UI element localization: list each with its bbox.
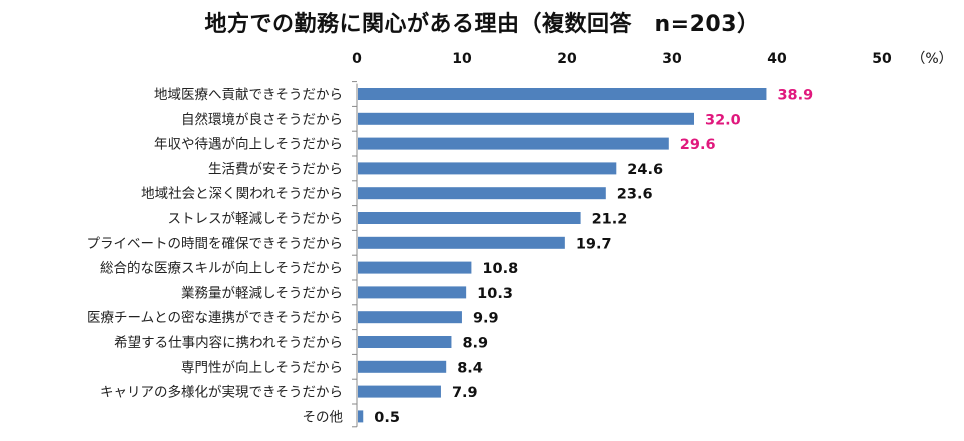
bar-value-label: 19.7 (576, 236, 612, 252)
bar-value-label: 8.4 (457, 360, 483, 376)
category-label: 専門性が向上しそうだから (181, 360, 343, 376)
chart-title: 地方での勤務に関心がある理由（複数回答 n=203） (204, 12, 760, 37)
bar (358, 410, 364, 423)
bar (358, 88, 767, 100)
bar (358, 162, 617, 175)
category-label: 年収や待遇が向上しそうだから (154, 137, 343, 153)
bar (358, 311, 462, 324)
category-label: 生活費が安そうだから (208, 161, 343, 177)
bar (358, 261, 472, 274)
x-tick-label: 10 (452, 51, 472, 67)
x-tick-label: 20 (557, 51, 577, 67)
bar (358, 385, 441, 398)
category-label: 地域社会と深く関われそうだから (141, 186, 343, 202)
bar (358, 236, 565, 249)
bar-value-label: 8.9 (462, 336, 488, 352)
category-label: キャリアの多様化が実現できそうだから (100, 384, 343, 401)
category-label: ストレスが軽減しそうだから (168, 210, 344, 227)
bar-value-label: 21.2 (592, 212, 628, 228)
bar-value-label: 29.6 (680, 137, 716, 153)
category-label: 地域医療へ貢献できそうだから (154, 86, 343, 103)
x-tick-label: 0 (352, 51, 362, 67)
bar (358, 137, 669, 150)
bar-value-label: 7.9 (452, 385, 478, 401)
bar (358, 360, 447, 373)
category-label: 総合的な医療スキルが向上しそうだから (100, 260, 343, 277)
category-label: 希望する仕事内容に携われそうだから (114, 334, 343, 351)
bar (358, 187, 606, 200)
unit-label: （%） (911, 51, 952, 67)
bar-value-label: 10.3 (477, 286, 513, 302)
bar (358, 112, 694, 125)
bar-value-label: 9.9 (473, 311, 499, 327)
bar-value-label: 23.6 (617, 187, 653, 203)
x-tick-label: 30 (662, 51, 682, 67)
bar-value-label: 38.9 (777, 88, 813, 104)
bar-value-label: 24.6 (627, 162, 663, 178)
bar (358, 336, 452, 348)
category-label: 自然環境が良さそうだから (181, 111, 343, 128)
category-label: プライベートの時間を確保できそうだから (87, 236, 344, 252)
category-label: 業務量が軽減しそうだから (181, 284, 343, 301)
bar-value-label: 10.8 (482, 261, 518, 277)
x-tick-label: 40 (767, 51, 787, 67)
x-tick-label: 50 (872, 51, 892, 67)
category-label: その他 (303, 409, 344, 425)
category-label: 医療チームとの密な連携ができそうだから (87, 309, 343, 326)
bar (358, 212, 581, 224)
bar (358, 286, 467, 299)
bar-value-label: 0.5 (374, 410, 400, 426)
bar-value-label: 32.0 (705, 112, 741, 128)
